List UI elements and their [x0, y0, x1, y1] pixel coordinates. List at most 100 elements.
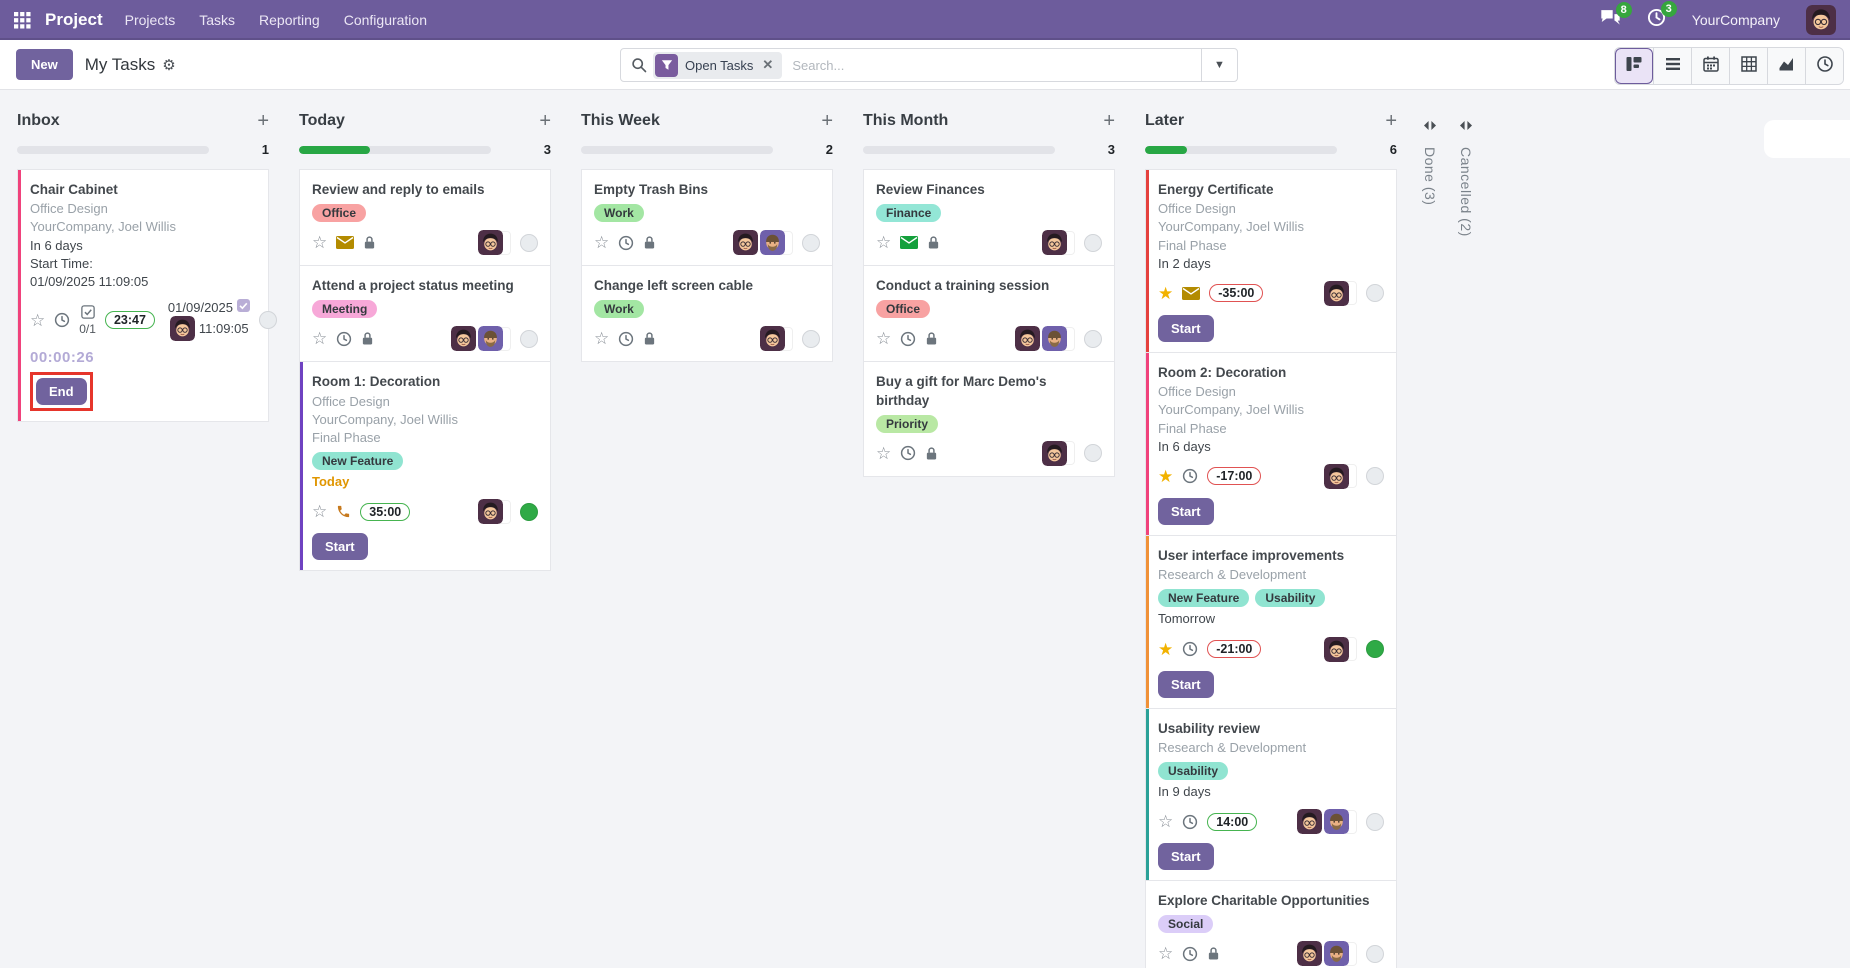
kanban-state-circle[interactable] — [1084, 329, 1102, 348]
kanban-state-circle[interactable] — [259, 311, 277, 330]
mini-checkbox-icon[interactable] — [237, 299, 250, 316]
start-button[interactable]: Start — [312, 533, 368, 561]
start-button[interactable]: Start — [1158, 497, 1214, 525]
favorite-star-icon[interactable]: ★ — [1158, 283, 1174, 303]
column-progress-bar[interactable] — [1145, 145, 1337, 154]
favorite-star-icon[interactable]: ☆ — [312, 502, 328, 522]
folded-column-done-3-[interactable]: Done (3) — [1412, 106, 1448, 205]
favorite-star-icon[interactable]: ☆ — [312, 329, 328, 349]
search-input[interactable] — [782, 57, 1201, 73]
end-button[interactable]: End — [36, 378, 87, 406]
view-button-calendar[interactable] — [1691, 48, 1729, 84]
clock-icon[interactable] — [336, 331, 352, 347]
favorite-star-icon[interactable]: ☆ — [876, 329, 892, 349]
nav-item-projects[interactable]: Projects — [124, 12, 176, 28]
task-card[interactable]: Conduct a training session Office ☆ — [863, 266, 1115, 363]
add-task-button[interactable]: + — [257, 110, 269, 132]
column-progress-bar[interactable] — [581, 145, 773, 154]
view-button-pivot[interactable] — [1729, 48, 1767, 84]
task-card[interactable]: Energy Certificate Office Design YourCompa… — [1145, 169, 1397, 353]
favorite-star-icon[interactable]: ☆ — [312, 233, 328, 253]
favorite-star-icon[interactable]: ☆ — [30, 310, 46, 330]
kanban-state-circle[interactable] — [1366, 812, 1384, 831]
task-card[interactable]: Room 2: Decoration Office Design YourCompa… — [1145, 352, 1397, 536]
new-button[interactable]: New — [16, 49, 73, 80]
add-task-button[interactable]: + — [1385, 110, 1397, 132]
kanban-state-circle[interactable] — [520, 233, 538, 252]
clock-icon[interactable] — [1182, 468, 1198, 484]
task-card[interactable]: User interface improvements Research & De… — [1145, 535, 1397, 709]
kanban-state-circle[interactable] — [520, 502, 538, 521]
favorite-star-icon[interactable]: ☆ — [1158, 944, 1174, 964]
filter-chip-open-tasks[interactable]: Open Tasks ✕ — [653, 51, 783, 79]
activities-button[interactable]: 3 — [1647, 1, 1677, 32]
kanban-state-circle[interactable] — [1084, 444, 1102, 463]
kanban-state-circle[interactable] — [1366, 284, 1384, 303]
column-progress-bar[interactable] — [299, 145, 491, 154]
envelope-icon[interactable] — [1182, 286, 1201, 300]
clock-icon[interactable] — [900, 331, 916, 347]
task-card[interactable]: Usability review Research & Development Us… — [1145, 708, 1397, 882]
kanban-state-circle[interactable] — [520, 329, 538, 348]
clock-icon[interactable] — [1182, 814, 1198, 830]
user-avatar[interactable] — [1806, 5, 1836, 35]
view-button-activity[interactable] — [1805, 48, 1843, 84]
clock-icon[interactable] — [54, 312, 70, 328]
folded-column-cancelled-2-[interactable]: Cancelled (2) — [1448, 106, 1484, 237]
clock-icon[interactable] — [618, 235, 634, 251]
gear-icon[interactable]: ⚙ — [162, 56, 176, 74]
kanban-state-circle[interactable] — [1084, 233, 1102, 252]
view-button-kanban[interactable] — [1615, 48, 1653, 84]
search-dropdown-caret[interactable]: ▼ — [1201, 49, 1237, 81]
envelope-icon[interactable] — [336, 236, 355, 250]
view-button-graph[interactable] — [1767, 48, 1805, 84]
kanban-state-circle[interactable] — [1366, 467, 1384, 486]
kanban-state-circle[interactable] — [802, 329, 820, 348]
company-menu[interactable]: YourCompany — [1691, 12, 1780, 28]
task-card[interactable]: Review and reply to emails Office ☆ — [299, 169, 551, 267]
start-button[interactable]: Start — [1158, 670, 1214, 698]
task-card[interactable]: Explore Charitable Opportunities Social ☆ — [1145, 881, 1397, 968]
favorite-star-icon[interactable]: ☆ — [876, 443, 892, 463]
clock-icon[interactable] — [1182, 946, 1198, 962]
add-task-button[interactable]: + — [1103, 110, 1115, 132]
task-card[interactable]: Buy a gift for Marc Demo's birthday Prior… — [863, 362, 1115, 477]
task-card[interactable]: Chair Cabinet Office Design YourCompany, J… — [17, 169, 277, 423]
filter-remove-icon[interactable]: ✕ — [762, 57, 774, 72]
unfold-icon[interactable] — [1459, 120, 1473, 131]
favorite-star-icon[interactable]: ☆ — [876, 233, 892, 253]
app-title[interactable]: Project — [45, 10, 103, 29]
search-bar[interactable]: Open Tasks ✕ ▼ — [620, 48, 1238, 82]
task-card[interactable]: Change left screen cable Work ☆ — [581, 266, 833, 363]
add-task-button[interactable]: + — [821, 110, 833, 132]
clock-icon[interactable] — [618, 331, 634, 347]
favorite-star-icon[interactable]: ☆ — [594, 233, 610, 253]
view-button-list[interactable] — [1653, 48, 1691, 84]
column-progress-bar[interactable] — [17, 145, 209, 154]
task-card[interactable]: Attend a project status meeting Meeting ☆ — [299, 266, 551, 363]
messages-button[interactable]: 8 — [1600, 1, 1632, 32]
favorite-star-icon[interactable]: ☆ — [1158, 812, 1174, 832]
envelope-icon[interactable] — [900, 236, 919, 250]
clock-icon[interactable] — [900, 445, 916, 461]
clock-icon[interactable] — [1182, 641, 1198, 657]
start-button[interactable]: Start — [1158, 843, 1214, 871]
favorite-star-icon[interactable]: ☆ — [594, 329, 610, 349]
apps-grid-icon[interactable] — [14, 11, 31, 29]
favorite-star-icon[interactable]: ★ — [1158, 466, 1174, 486]
nav-item-reporting[interactable]: Reporting — [259, 12, 320, 28]
column-progress-bar[interactable] — [863, 145, 1055, 154]
task-card[interactable]: Review Finances Finance ☆ — [863, 169, 1115, 267]
phone-icon[interactable] — [336, 504, 351, 519]
kanban-state-circle[interactable] — [1366, 944, 1384, 963]
nav-item-tasks[interactable]: Tasks — [199, 12, 236, 28]
task-card[interactable]: Empty Trash Bins Work ☆ — [581, 169, 833, 267]
unfold-icon[interactable] — [1423, 120, 1437, 131]
nav-item-configuration[interactable]: Configuration — [343, 12, 427, 28]
start-button[interactable]: Start — [1158, 314, 1214, 342]
add-task-button[interactable]: + — [539, 110, 551, 132]
kanban-state-circle[interactable] — [1366, 640, 1384, 659]
favorite-star-icon[interactable]: ★ — [1158, 639, 1174, 659]
task-card[interactable]: Room 1: Decoration Office Design YourCompa… — [299, 362, 551, 572]
kanban-state-circle[interactable] — [802, 233, 820, 252]
